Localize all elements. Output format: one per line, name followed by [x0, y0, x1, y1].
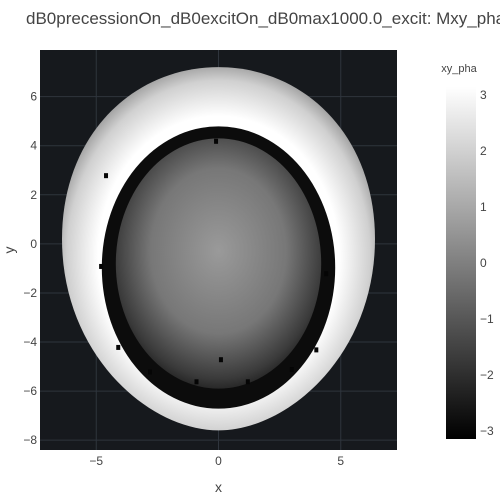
colorbar-tick-label: −2: [480, 368, 494, 382]
colorbar-gradient: [446, 87, 476, 439]
x-tick-label: −5: [89, 454, 103, 468]
colorbar-tick-label: 1: [480, 200, 487, 214]
colorbar-tick-label: −3: [480, 424, 494, 438]
colorbar-tick-label: 2: [480, 144, 487, 158]
colorbar-tick-label: −1: [480, 312, 494, 326]
speckle: [289, 367, 294, 373]
colorbar-tick-label: 0: [480, 256, 487, 270]
colorbar-tick-label: 3: [480, 88, 487, 102]
speckle: [194, 379, 199, 385]
y-tick-label: 6: [30, 90, 37, 104]
x-tick-label: 0: [215, 454, 222, 468]
y-tick-label: 0: [30, 237, 37, 251]
y-tick-label: 2: [30, 188, 37, 202]
x-axis-title: x: [215, 479, 222, 495]
y-tick-label: −2: [23, 286, 37, 300]
speckle: [314, 347, 319, 353]
speckle: [324, 271, 329, 277]
x-tick-label: 5: [337, 454, 344, 468]
speckle: [218, 357, 223, 363]
speckle: [148, 369, 153, 375]
speckle: [116, 344, 121, 350]
y-tick-label: −8: [23, 433, 37, 447]
page-title: dB0precessionOn_dB0excitOn_dB0max1000.0_…: [26, 9, 500, 28]
speckle: [104, 173, 109, 179]
y-tick-label: 4: [30, 139, 37, 153]
speckle: [99, 263, 104, 269]
y-axis-title: y: [1, 247, 17, 254]
colorbar-title: xy_pha: [441, 63, 477, 75]
y-tick-label: −4: [23, 335, 37, 349]
speckle: [214, 138, 219, 144]
y-tick-label: −6: [23, 384, 37, 398]
speckle: [245, 379, 250, 385]
brain-region: [115, 138, 322, 389]
